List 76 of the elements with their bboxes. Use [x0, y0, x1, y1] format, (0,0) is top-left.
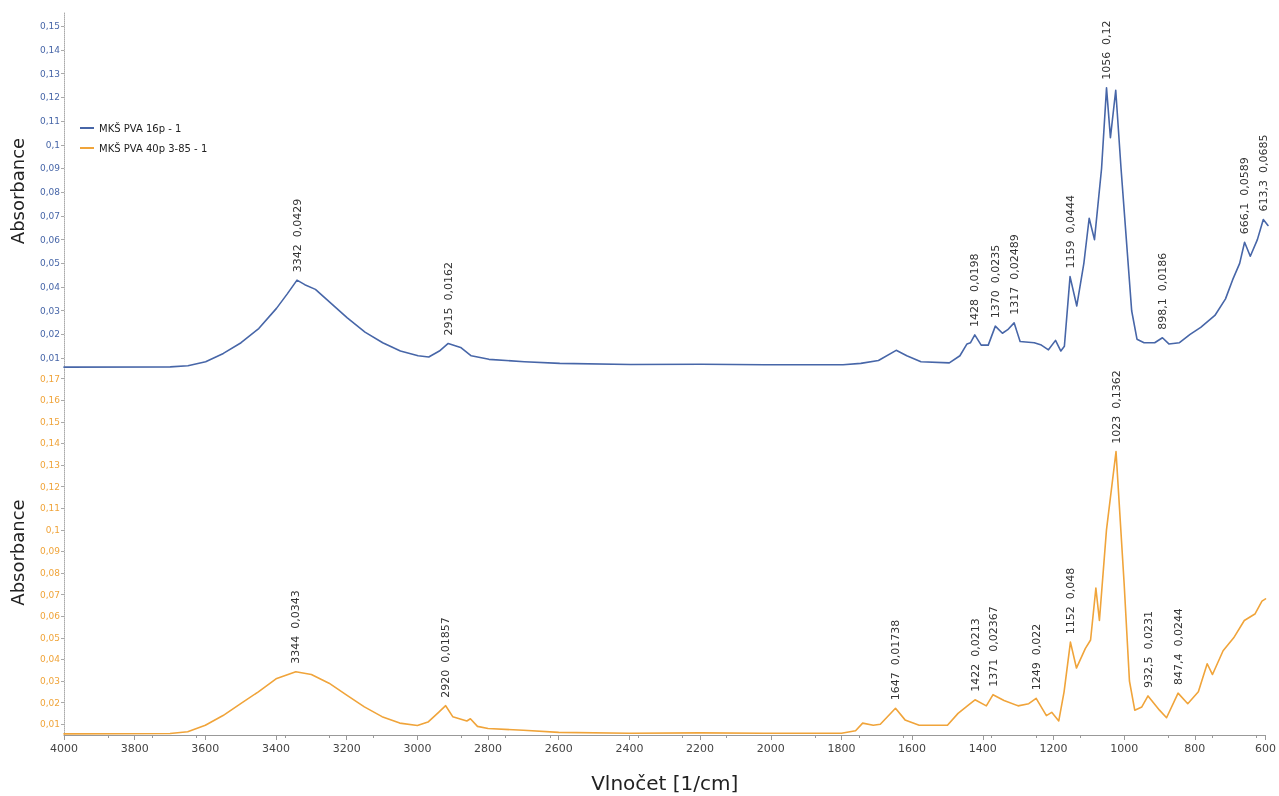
x-tick-label: 4000 — [50, 742, 78, 755]
y-tick-label: 0,08 — [39, 187, 61, 198]
annotation: 1647 0,01738 — [889, 619, 903, 701]
y-tick-label: 0,03 — [39, 676, 60, 687]
y-tick-label: 0,13 — [39, 68, 60, 79]
y-tick-label: 0,14 — [39, 44, 61, 55]
x-tick-label: 3000 — [403, 742, 432, 755]
annotation: 1159 0,0444 — [1063, 195, 1077, 269]
annotation: 1152 0,048 — [1063, 567, 1077, 635]
y-tick-label: 0,15 — [39, 21, 60, 32]
annotation: 1422 0,0213 — [968, 618, 982, 692]
y-axis-title: Absorbance — [6, 499, 28, 606]
x-tick-label: 1600 — [898, 742, 927, 755]
annotation: 613,3 0,0685 — [1256, 134, 1270, 212]
annotation: 847,4 0,0244 — [1171, 608, 1185, 686]
annotation: 2915 0,0162 — [441, 261, 455, 336]
annotation: 3344 0,0343 — [289, 590, 303, 664]
y-tick-label: 0,16 — [39, 395, 61, 406]
y-tick-label: 0,09 — [39, 163, 61, 174]
annotation: 1023 0,1362 — [1109, 370, 1123, 444]
legend-label: MKŠ PVA 40p 3-85 - 1 — [99, 141, 208, 154]
y-tick-label: 0,07 — [39, 210, 60, 221]
y-tick-label: 0,04 — [39, 282, 61, 293]
y-tick-label: 0,07 — [39, 589, 60, 600]
y-tick-label: 0,1 — [45, 139, 60, 150]
x-tick-label: 3600 — [191, 742, 220, 755]
line-series — [63, 87, 1269, 368]
annotation: 1428 0,0198 — [968, 253, 982, 327]
y-tick-label: 0,1 — [45, 524, 60, 535]
y-tick-label: 0,17 — [39, 373, 60, 384]
y-tick-label: 0,12 — [39, 92, 60, 103]
y-tick-label: 0,12 — [39, 481, 60, 492]
y-tick-label: 0,11 — [39, 116, 60, 127]
x-tick-label: 800 — [1184, 742, 1206, 755]
annotation: 1371 0,02367 — [986, 606, 1000, 687]
x-tick-label: 1200 — [1039, 742, 1068, 755]
y-tick-label: 0,14 — [39, 438, 61, 449]
x-tick-label: 3400 — [262, 742, 291, 755]
y-tick-label: 0,08 — [39, 568, 61, 579]
annotation: 2920 0,01857 — [439, 617, 453, 698]
x-tick-label: 2000 — [756, 742, 785, 755]
x-axis-title: Vlnočet [1/cm] — [591, 771, 739, 795]
y-tick-label: 0,01 — [39, 353, 60, 364]
x-tick-label: 2800 — [474, 742, 503, 755]
legend-label: MKŠ PVA 16p - 1 — [99, 121, 182, 134]
y-tick-label: 0,05 — [39, 632, 60, 643]
y-tick-label: 0,04 — [39, 654, 61, 665]
x-tick-label: 1000 — [1110, 742, 1139, 755]
y-tick-label: 0,09 — [39, 546, 61, 557]
y-tick-label: 0,02 — [39, 697, 60, 708]
annotation: 1317 0,02489 — [1007, 234, 1021, 315]
y-tick-label: 0,11 — [39, 503, 60, 514]
x-tick-label: 1800 — [827, 742, 856, 755]
y-tick-label: 0,06 — [39, 611, 61, 622]
y-tick-label: 0,01 — [39, 719, 60, 730]
y-tick-label: 0,02 — [39, 329, 60, 340]
y-tick-label: 0,05 — [39, 258, 60, 269]
annotation: 1249 0,022 — [1029, 623, 1043, 691]
x-tick-label: 600 — [1255, 742, 1276, 755]
x-tick-label: 3200 — [332, 742, 361, 755]
x-tick-label: 2600 — [544, 742, 573, 755]
annotation: 666,1 0,0589 — [1238, 157, 1252, 235]
annotation: 932,5 0,0231 — [1141, 610, 1155, 688]
y-tick-label: 0,03 — [39, 305, 60, 316]
annotation: 1370 0,0235 — [988, 244, 1002, 319]
x-tick-label: 2400 — [615, 742, 644, 755]
x-tick-label: 2200 — [686, 742, 715, 755]
annotation: 3342 0,0429 — [290, 198, 304, 273]
x-tick-label: 1400 — [968, 742, 997, 755]
y-axis-title: Absorbance — [6, 137, 28, 245]
y-tick-label: 0,15 — [39, 416, 60, 427]
annotation: 1056 0,12 — [1100, 20, 1114, 80]
y-tick-label: 0,13 — [39, 460, 60, 471]
annotation: 898,1 0,0186 — [1155, 252, 1169, 330]
y-tick-label: 0,06 — [39, 234, 61, 245]
x-tick-label: 3800 — [120, 742, 149, 755]
